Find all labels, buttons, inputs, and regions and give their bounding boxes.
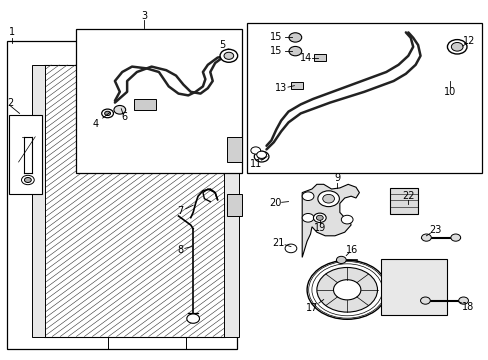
Circle shape [316,267,377,312]
Circle shape [302,213,313,222]
Text: 13: 13 [274,83,287,93]
Circle shape [447,40,466,54]
Polygon shape [291,82,303,89]
Circle shape [250,147,260,154]
Polygon shape [389,188,417,214]
Circle shape [285,244,296,253]
Circle shape [421,234,430,241]
Circle shape [288,33,301,42]
Text: 20: 20 [268,198,281,208]
Text: 1: 1 [9,27,15,37]
Text: 9: 9 [334,173,340,183]
Circle shape [220,49,237,62]
Polygon shape [9,115,41,194]
Text: 5: 5 [219,40,225,50]
Circle shape [336,256,346,264]
Circle shape [256,151,266,158]
Circle shape [313,213,325,222]
Circle shape [333,280,360,300]
Text: 22: 22 [401,191,414,201]
Text: 4: 4 [92,119,98,129]
Polygon shape [44,65,224,337]
Circle shape [114,105,125,114]
Polygon shape [134,99,156,110]
Circle shape [420,297,429,304]
Circle shape [316,215,323,220]
Text: 15: 15 [269,46,282,56]
Polygon shape [381,259,447,315]
Polygon shape [227,137,242,162]
Polygon shape [32,65,45,337]
Text: 15: 15 [269,32,282,42]
Circle shape [224,52,233,59]
Text: 16: 16 [345,245,358,255]
Circle shape [341,215,352,224]
Text: 23: 23 [428,225,441,235]
Text: 12: 12 [462,36,475,46]
Text: 10: 10 [443,87,455,97]
Text: 18: 18 [461,302,474,312]
Circle shape [254,151,268,162]
Text: 21: 21 [272,238,285,248]
Circle shape [458,297,468,304]
Circle shape [102,109,113,118]
Polygon shape [224,65,238,337]
Polygon shape [302,184,359,257]
Text: 17: 17 [305,303,318,313]
Text: 3: 3 [141,11,147,21]
Polygon shape [314,54,325,61]
Circle shape [258,154,265,159]
Circle shape [104,111,110,116]
Text: 8: 8 [177,245,183,255]
Circle shape [450,42,462,51]
Polygon shape [246,23,481,173]
Text: 7: 7 [177,206,183,216]
Circle shape [317,191,339,207]
Circle shape [288,46,301,56]
Circle shape [21,175,34,185]
Polygon shape [7,41,237,349]
Text: 14: 14 [299,53,311,63]
Circle shape [322,194,334,203]
Text: 11: 11 [249,159,262,169]
Polygon shape [227,194,242,216]
Circle shape [302,192,313,201]
Circle shape [450,234,460,241]
Circle shape [24,177,31,183]
Circle shape [186,314,199,323]
Text: 6: 6 [122,112,127,122]
Text: 19: 19 [313,222,325,233]
Polygon shape [76,29,242,173]
Text: 2: 2 [8,98,14,108]
Circle shape [306,260,386,319]
